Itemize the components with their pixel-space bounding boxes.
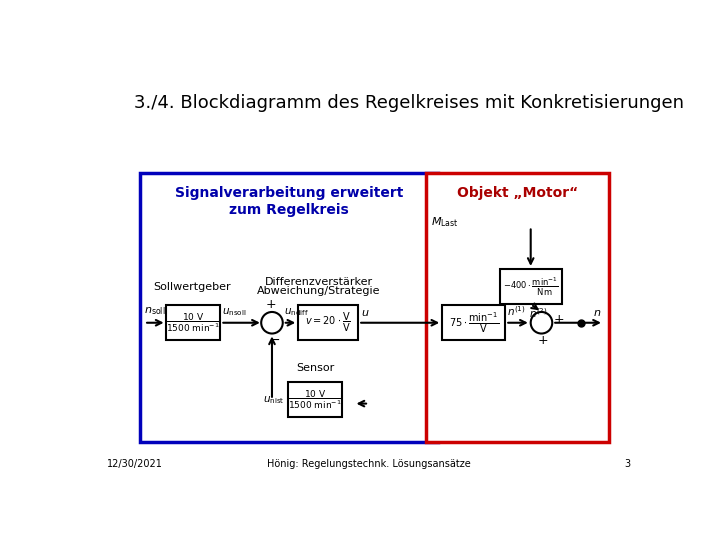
Text: $n^{(1)}$: $n^{(1)}$	[507, 305, 526, 318]
Bar	[140, 173, 438, 442]
Bar	[288, 382, 342, 417]
Text: Differenzverstärker: Differenzverstärker	[265, 276, 373, 287]
Bar	[426, 173, 609, 442]
Text: 3: 3	[625, 459, 631, 469]
Text: −: −	[270, 334, 280, 347]
Circle shape	[531, 312, 552, 334]
Text: $n$: $n$	[593, 308, 601, 318]
Text: $u$: $u$	[361, 308, 369, 318]
Text: $\dfrac{10\ \rm V}{1500\ \rm min^{-1}}$: $\dfrac{10\ \rm V}{1500\ \rm min^{-1}}$	[166, 312, 220, 334]
Text: $-400\cdot\dfrac{\rm min^{-1}}{\rm Nm}$: $-400\cdot\dfrac{\rm min^{-1}}{\rm Nm}$	[503, 275, 559, 298]
Text: $u_{\rm nist}$: $u_{\rm nist}$	[264, 394, 285, 406]
Text: 3./4. Blockdiagramm des Regelkreises mit Konkretisierungen: 3./4. Blockdiagramm des Regelkreises mit…	[134, 94, 684, 112]
Text: +: +	[265, 298, 276, 311]
Bar	[166, 305, 220, 340]
Text: Sensor: Sensor	[296, 363, 334, 373]
Text: $n^{(2)}$: $n^{(2)}$	[529, 306, 548, 320]
Bar	[500, 269, 562, 304]
Text: +: +	[554, 313, 564, 326]
Text: $u_{\rm nsoll}$: $u_{\rm nsoll}$	[222, 306, 247, 318]
Circle shape	[261, 312, 283, 334]
Text: $\dfrac{10\ \rm V}{1500\ \rm min^{-1}}$: $\dfrac{10\ \rm V}{1500\ \rm min^{-1}}$	[288, 389, 342, 411]
Bar	[442, 305, 505, 340]
Text: $n_{\rm soll}$: $n_{\rm soll}$	[144, 305, 166, 316]
Text: Objekt „Motor“: Objekt „Motor“	[457, 186, 578, 200]
Text: $u_{\rm ndiff}$: $u_{\rm ndiff}$	[284, 306, 310, 318]
Bar	[298, 305, 359, 340]
Text: Signalverarbeitung erweitert
zum Regelkreis: Signalverarbeitung erweitert zum Regelkr…	[175, 186, 403, 217]
Text: $M_{\rm Last}$: $M_{\rm Last}$	[431, 215, 459, 229]
Text: $v=20\cdot\dfrac{\rm V}{\rm V}$: $v=20\cdot\dfrac{\rm V}{\rm V}$	[305, 311, 351, 334]
Text: +: +	[538, 334, 549, 347]
Text: 12/30/2021: 12/30/2021	[107, 459, 163, 469]
Text: Sollwertgeber: Sollwertgeber	[153, 282, 230, 292]
Text: Abweichung/Strategie: Abweichung/Strategie	[257, 286, 381, 296]
Text: $75\cdot\dfrac{\rm min^{-1}}{\rm V}$: $75\cdot\dfrac{\rm min^{-1}}{\rm V}$	[449, 310, 499, 335]
Text: Hönig: Regelungstechnk. Lösungsansätze: Hönig: Regelungstechnk. Lösungsansätze	[267, 459, 471, 469]
